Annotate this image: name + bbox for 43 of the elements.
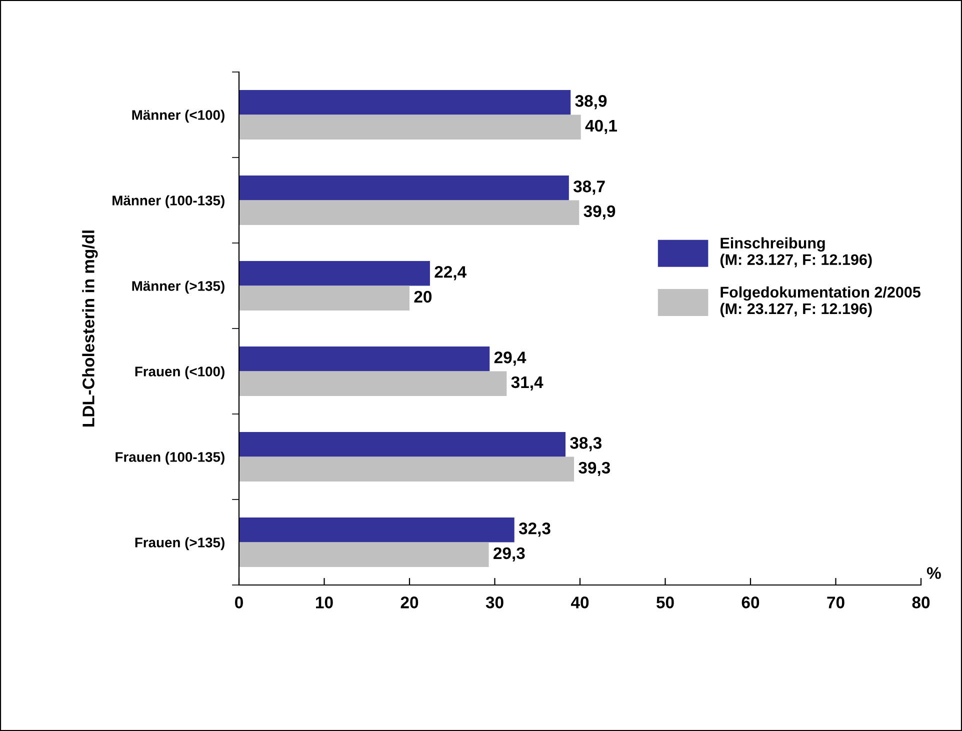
bar: [239, 456, 574, 482]
y-tick-label: Männer (>135): [132, 280, 224, 294]
data-label: 20: [414, 290, 432, 303]
x-tick-label: 0: [235, 596, 243, 608]
legend-label: Folgedokumentation 2/2005 (M: 23.127, F: 12.196): [720, 286, 920, 318]
bar: [239, 346, 490, 372]
data-label: 29,4: [494, 352, 526, 366]
bar: [239, 90, 571, 115]
data-label: 22,4: [434, 266, 466, 280]
bar: [239, 260, 430, 286]
bar: [239, 542, 489, 568]
x-tick-label: 80: [912, 596, 930, 608]
x-tick-label: 60: [742, 596, 760, 608]
bar: [239, 432, 566, 457]
bar: [239, 175, 569, 200]
y-axis-title: LDL-Cholesterin in mg/dl: [82, 230, 98, 426]
y-tick-label: Männer (<100): [132, 110, 224, 123]
data-label: 29,3: [494, 547, 525, 562]
data-label: 31,4: [511, 376, 544, 391]
bar: [239, 114, 581, 140]
data-label: 38,9: [575, 95, 607, 110]
x-tick-label: 30: [486, 596, 504, 608]
y-tick-label: Männer (100-135): [112, 195, 224, 208]
x-tick-label: 20: [400, 596, 418, 608]
data-label: 38,7: [573, 180, 605, 195]
data-label: 39,9: [584, 205, 616, 220]
bar: [239, 517, 514, 542]
x-tick-label: 10: [316, 596, 333, 608]
data-label: 32,3: [518, 522, 550, 537]
x-tick-label: 70: [827, 596, 844, 608]
x-tick-label: 40: [570, 596, 589, 608]
data-label: 39,3: [578, 462, 610, 476]
x-axis-title: %: [926, 567, 941, 579]
y-tick-label: Frauen (100-135): [116, 452, 224, 465]
bar: [239, 371, 507, 396]
data-label: 40,1: [585, 120, 617, 134]
y-tick-label: Frauen (>135): [135, 537, 224, 550]
data-label: 38,3: [570, 437, 602, 452]
legend-label: Einschreibung (M: 23.127, F: 12.196): [720, 237, 872, 268]
bar: [239, 200, 580, 226]
x-tick-label: 50: [656, 596, 674, 608]
bar: [239, 286, 410, 311]
y-tick-label: Frauen (<100): [135, 366, 224, 380]
